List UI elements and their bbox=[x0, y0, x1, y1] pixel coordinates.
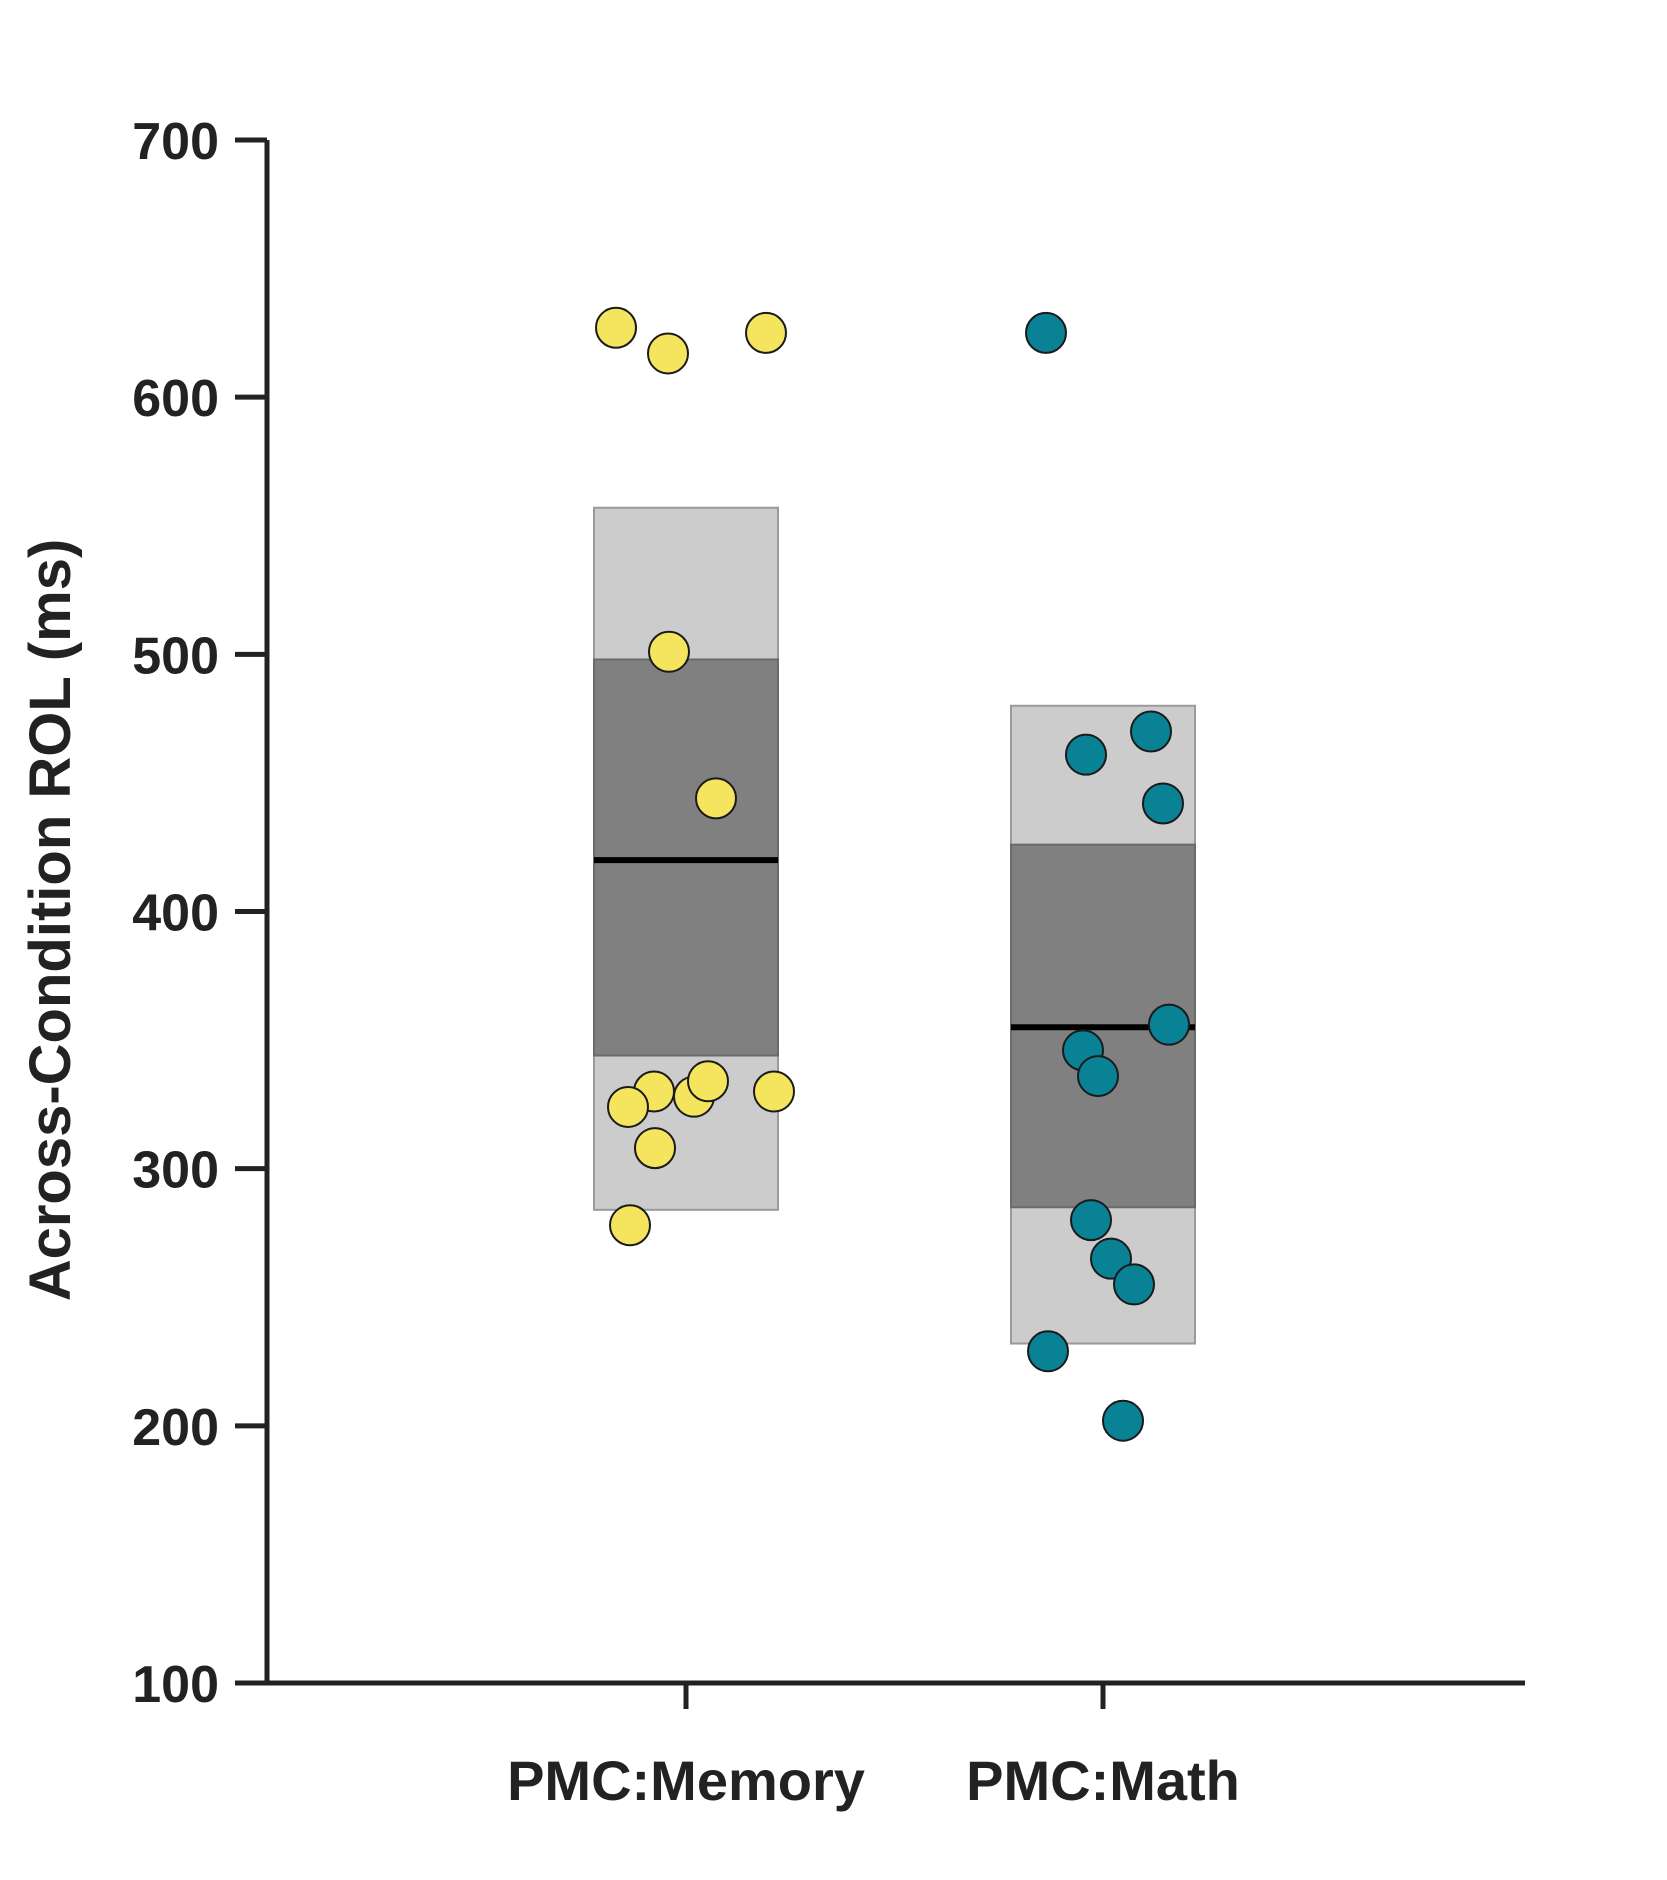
y-axis-title: Across-Condition ROL (ms) bbox=[18, 539, 83, 1302]
data-point bbox=[648, 630, 690, 673]
data-point bbox=[607, 1085, 649, 1128]
data-point bbox=[753, 1070, 795, 1113]
data-point bbox=[1025, 311, 1067, 354]
data-point bbox=[1102, 1399, 1144, 1442]
data-point bbox=[1130, 710, 1172, 753]
data-point bbox=[647, 332, 689, 375]
data-point bbox=[1027, 1330, 1069, 1373]
data-point bbox=[687, 1060, 729, 1103]
points-layer bbox=[595, 306, 1190, 1442]
y-tick-label: 500 bbox=[132, 627, 219, 685]
y-tick-label: 100 bbox=[132, 1656, 219, 1714]
axes-layer bbox=[235, 137, 1525, 1709]
y-tick-label: 400 bbox=[132, 885, 219, 943]
x-category-label: PMC:Memory bbox=[507, 1749, 865, 1812]
data-point bbox=[595, 306, 637, 349]
y-tick-label: 700 bbox=[132, 113, 219, 171]
x-category-label: PMC:Math bbox=[966, 1749, 1240, 1812]
data-point bbox=[1113, 1263, 1155, 1306]
data-point bbox=[745, 311, 787, 354]
data-point bbox=[1065, 733, 1107, 776]
y-tick-label: 300 bbox=[132, 1142, 219, 1200]
data-point bbox=[695, 777, 737, 820]
data-point bbox=[609, 1204, 651, 1247]
y-tick-label: 200 bbox=[132, 1399, 219, 1457]
data-point bbox=[1142, 782, 1184, 825]
y-tick-label: 600 bbox=[132, 370, 219, 428]
data-point bbox=[1070, 1199, 1112, 1242]
data-point bbox=[1077, 1055, 1119, 1098]
labels-layer: 100 200 300 400 500 600 700 PMC:Memory PMC:Math A… bbox=[18, 113, 1240, 1812]
data-point bbox=[1148, 1003, 1190, 1046]
data-point bbox=[634, 1127, 676, 1170]
